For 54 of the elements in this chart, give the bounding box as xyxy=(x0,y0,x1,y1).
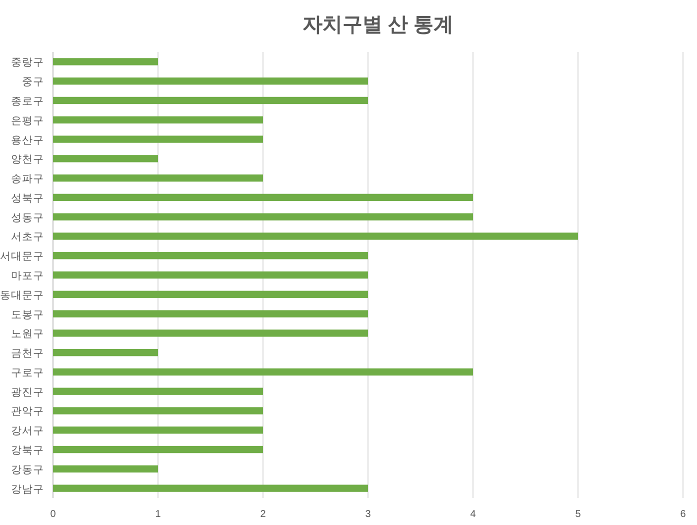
y-tick-label: 중랑구 xyxy=(11,56,44,69)
y-tick-label: 서초구 xyxy=(11,231,44,244)
y-tick-label: 양천구 xyxy=(11,154,44,166)
y-tick-label: 서대문구 xyxy=(0,250,44,263)
y-tick-label: 성동구 xyxy=(11,212,44,224)
bar xyxy=(53,252,368,260)
bar xyxy=(53,348,158,356)
x-tick-label: 5 xyxy=(575,509,582,520)
y-tick-label: 강남구 xyxy=(11,483,44,496)
y-tick-label: 동대문구 xyxy=(0,289,44,302)
bar xyxy=(53,174,263,182)
bar xyxy=(53,388,263,395)
y-tick-label: 강서구 xyxy=(11,425,44,438)
bar xyxy=(53,465,158,472)
y-tick-label: 용산구 xyxy=(11,134,44,146)
bar xyxy=(53,116,263,124)
y-tick-label: 중구 xyxy=(22,76,44,88)
bar xyxy=(53,78,368,85)
y-tick-label: 광진구 xyxy=(11,386,44,398)
y-tick-label: 은평구 xyxy=(11,114,44,127)
bar xyxy=(53,213,473,220)
y-tick-label: 강북구 xyxy=(11,444,44,457)
bar xyxy=(53,426,263,434)
x-tick-label: 4 xyxy=(470,509,476,520)
bar xyxy=(53,290,368,298)
bar xyxy=(53,194,473,202)
bar xyxy=(53,58,158,66)
y-tick-label: 송파구 xyxy=(11,173,44,186)
x-tick-label: 0 xyxy=(50,509,56,520)
y-tick-label: 마포구 xyxy=(11,270,44,282)
y-tick-label: 성북구 xyxy=(11,192,44,204)
y-tick-label: 종로구 xyxy=(11,95,44,108)
bar xyxy=(53,310,368,318)
x-tick-label: 3 xyxy=(365,509,372,520)
y-tick-label: 도봉구 xyxy=(11,308,44,321)
bar xyxy=(53,407,263,414)
bar xyxy=(53,232,578,240)
x-tick-label: 1 xyxy=(155,509,162,520)
bar xyxy=(53,368,473,376)
bar xyxy=(53,136,263,143)
y-tick-label: 관악구 xyxy=(11,406,44,418)
chart-title: 자치구별 산 통계 xyxy=(302,14,454,36)
bar xyxy=(53,96,368,104)
y-tick-label: 강동구 xyxy=(11,464,44,476)
bar xyxy=(53,446,263,454)
x-tick-label: 6 xyxy=(680,509,686,520)
y-tick-label: 구로구 xyxy=(11,366,44,379)
y-tick-label: 노원구 xyxy=(11,328,44,340)
bar xyxy=(53,155,158,162)
y-tick-label: 금천구 xyxy=(11,348,44,360)
bar xyxy=(53,330,368,337)
x-tick-label: 2 xyxy=(260,509,266,520)
bar xyxy=(53,271,368,279)
bar xyxy=(53,484,368,492)
